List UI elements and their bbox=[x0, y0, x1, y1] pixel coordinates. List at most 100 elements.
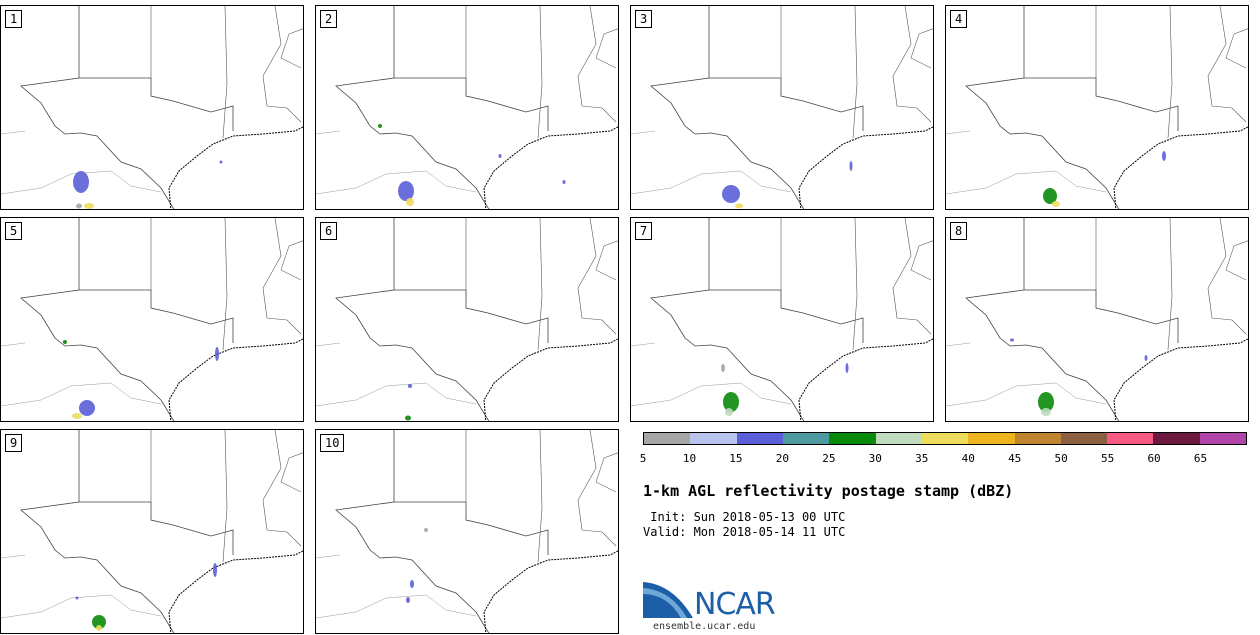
ncar-logo-icon bbox=[643, 582, 693, 618]
member-number-label: 5 bbox=[5, 222, 23, 240]
colorbar-tick-label: 50 bbox=[1054, 452, 1068, 465]
reflectivity-echo bbox=[1043, 188, 1057, 204]
member-number-label: 4 bbox=[950, 10, 968, 28]
map-background bbox=[1, 430, 303, 633]
colorbar-tick-label: 5 bbox=[639, 452, 647, 465]
member-number-label: 10 bbox=[320, 434, 345, 452]
colorbar-segment bbox=[1153, 433, 1200, 444]
colorbar-segment bbox=[736, 433, 783, 444]
colorbar-tick-label: 35 bbox=[915, 452, 929, 465]
colorbar-tick-label: 55 bbox=[1100, 452, 1115, 465]
colorbar-tick-label: 10 bbox=[682, 452, 697, 465]
colorbar-segment bbox=[921, 433, 969, 444]
colorbar-tick-label: 20 bbox=[775, 452, 789, 465]
colorbar-segment bbox=[1107, 433, 1154, 444]
init-time: Init: Sun 2018-05-13 00 UTC bbox=[643, 510, 846, 524]
reflectivity-echo bbox=[498, 154, 502, 158]
ensemble-member-panel: 6 bbox=[315, 217, 619, 422]
reflectivity-echo bbox=[1052, 201, 1060, 207]
reflectivity-echo bbox=[1038, 392, 1054, 412]
member-number-label: 3 bbox=[635, 10, 653, 28]
map-background bbox=[946, 6, 1248, 209]
reflectivity-echo bbox=[406, 198, 414, 206]
colorbar-segment bbox=[968, 433, 1015, 444]
colorbar-tick-label: 30 bbox=[868, 452, 882, 465]
reflectivity-echo bbox=[75, 596, 79, 600]
reflectivity-echo bbox=[63, 340, 67, 344]
ensemble-member-panel: 4 bbox=[945, 5, 1249, 210]
colorbar-tick-label: 40 bbox=[961, 452, 975, 465]
member-number-label: 9 bbox=[5, 434, 23, 452]
map-background bbox=[316, 218, 618, 421]
ensemble-member-panel: 8 bbox=[945, 217, 1249, 422]
colorbar-tick-label: 45 bbox=[1008, 452, 1022, 465]
reflectivity-echo bbox=[398, 181, 414, 201]
reflectivity-echo bbox=[406, 597, 410, 603]
ensemble-member-panel: 5 bbox=[0, 217, 304, 422]
logo-text: NCAR bbox=[694, 587, 776, 622]
reflectivity-echo bbox=[378, 124, 382, 128]
map-background bbox=[316, 6, 618, 209]
map-background bbox=[631, 218, 933, 421]
figure-title: 1-km AGL reflectivity postage stamp (dBZ… bbox=[643, 482, 1014, 500]
colorbar-segment bbox=[1060, 433, 1108, 444]
colorbar-segment bbox=[644, 433, 691, 444]
map-background bbox=[1, 218, 303, 421]
ensemble-member-panel: 10 bbox=[315, 429, 619, 634]
reflectivity-echo bbox=[79, 400, 95, 416]
reflectivity-echo bbox=[215, 347, 219, 361]
member-number-label: 7 bbox=[635, 222, 653, 240]
colorbar-tick-label: 60 bbox=[1147, 452, 1161, 465]
reflectivity-echo bbox=[96, 625, 102, 631]
reflectivity-echo bbox=[408, 384, 412, 388]
colorbar bbox=[643, 432, 1247, 445]
member-number-label: 2 bbox=[320, 10, 338, 28]
colorbar-segment bbox=[829, 433, 876, 444]
map-background bbox=[631, 6, 933, 209]
colorbar-segment bbox=[1014, 433, 1061, 444]
reflectivity-echo bbox=[73, 171, 89, 193]
member-number-label: 8 bbox=[950, 222, 968, 240]
reflectivity-echo bbox=[410, 580, 414, 588]
reflectivity-echo bbox=[1010, 338, 1014, 342]
reflectivity-echo bbox=[1144, 355, 1148, 361]
reflectivity-echo bbox=[735, 203, 743, 209]
reflectivity-echo bbox=[1041, 408, 1051, 416]
colorbar-segment bbox=[1199, 433, 1247, 444]
ensemble-member-panel: 7 bbox=[630, 217, 934, 422]
member-number-label: 6 bbox=[320, 222, 338, 240]
reflectivity-echo bbox=[424, 528, 428, 532]
reflectivity-echo bbox=[1162, 151, 1166, 161]
reflectivity-echo bbox=[405, 415, 411, 421]
valid-time: Valid: Mon 2018-05-14 11 UTC bbox=[643, 525, 846, 539]
colorbar-segment bbox=[782, 433, 830, 444]
reflectivity-echo bbox=[213, 563, 217, 577]
reflectivity-echo bbox=[76, 203, 82, 209]
colorbar-tick-label: 65 bbox=[1193, 452, 1208, 465]
reflectivity-echo bbox=[845, 363, 849, 373]
ensemble-member-panel: 1 bbox=[0, 5, 304, 210]
colorbar-segment bbox=[875, 433, 922, 444]
reflectivity-echo bbox=[72, 413, 82, 419]
colorbar-tick-label: 15 bbox=[729, 452, 743, 465]
ensemble-member-panel: 3 bbox=[630, 5, 934, 210]
reflectivity-echo bbox=[849, 161, 853, 171]
map-background bbox=[946, 218, 1248, 421]
member-number-label: 1 bbox=[5, 10, 23, 28]
reflectivity-echo bbox=[725, 408, 733, 416]
reflectivity-echo bbox=[562, 180, 566, 184]
map-background bbox=[316, 430, 618, 633]
ensemble-member-panel: 9 bbox=[0, 429, 304, 634]
reflectivity-echo bbox=[92, 615, 106, 629]
colorbar-segment bbox=[690, 433, 737, 444]
reflectivity-echo bbox=[721, 364, 725, 372]
colorbar-tick-label: 25 bbox=[822, 452, 836, 465]
reflectivity-echo bbox=[84, 203, 94, 209]
reflectivity-echo bbox=[219, 160, 223, 164]
logo-url: ensemble.ucar.edu bbox=[653, 621, 756, 632]
reflectivity-echo bbox=[723, 392, 739, 412]
map-background bbox=[1, 6, 303, 209]
ensemble-member-panel: 2 bbox=[315, 5, 619, 210]
colorbar-ticks: 5 10 15 20 25 30 35 40 45 50 55 60 65 bbox=[639, 452, 1247, 466]
reflectivity-echo bbox=[722, 185, 740, 203]
